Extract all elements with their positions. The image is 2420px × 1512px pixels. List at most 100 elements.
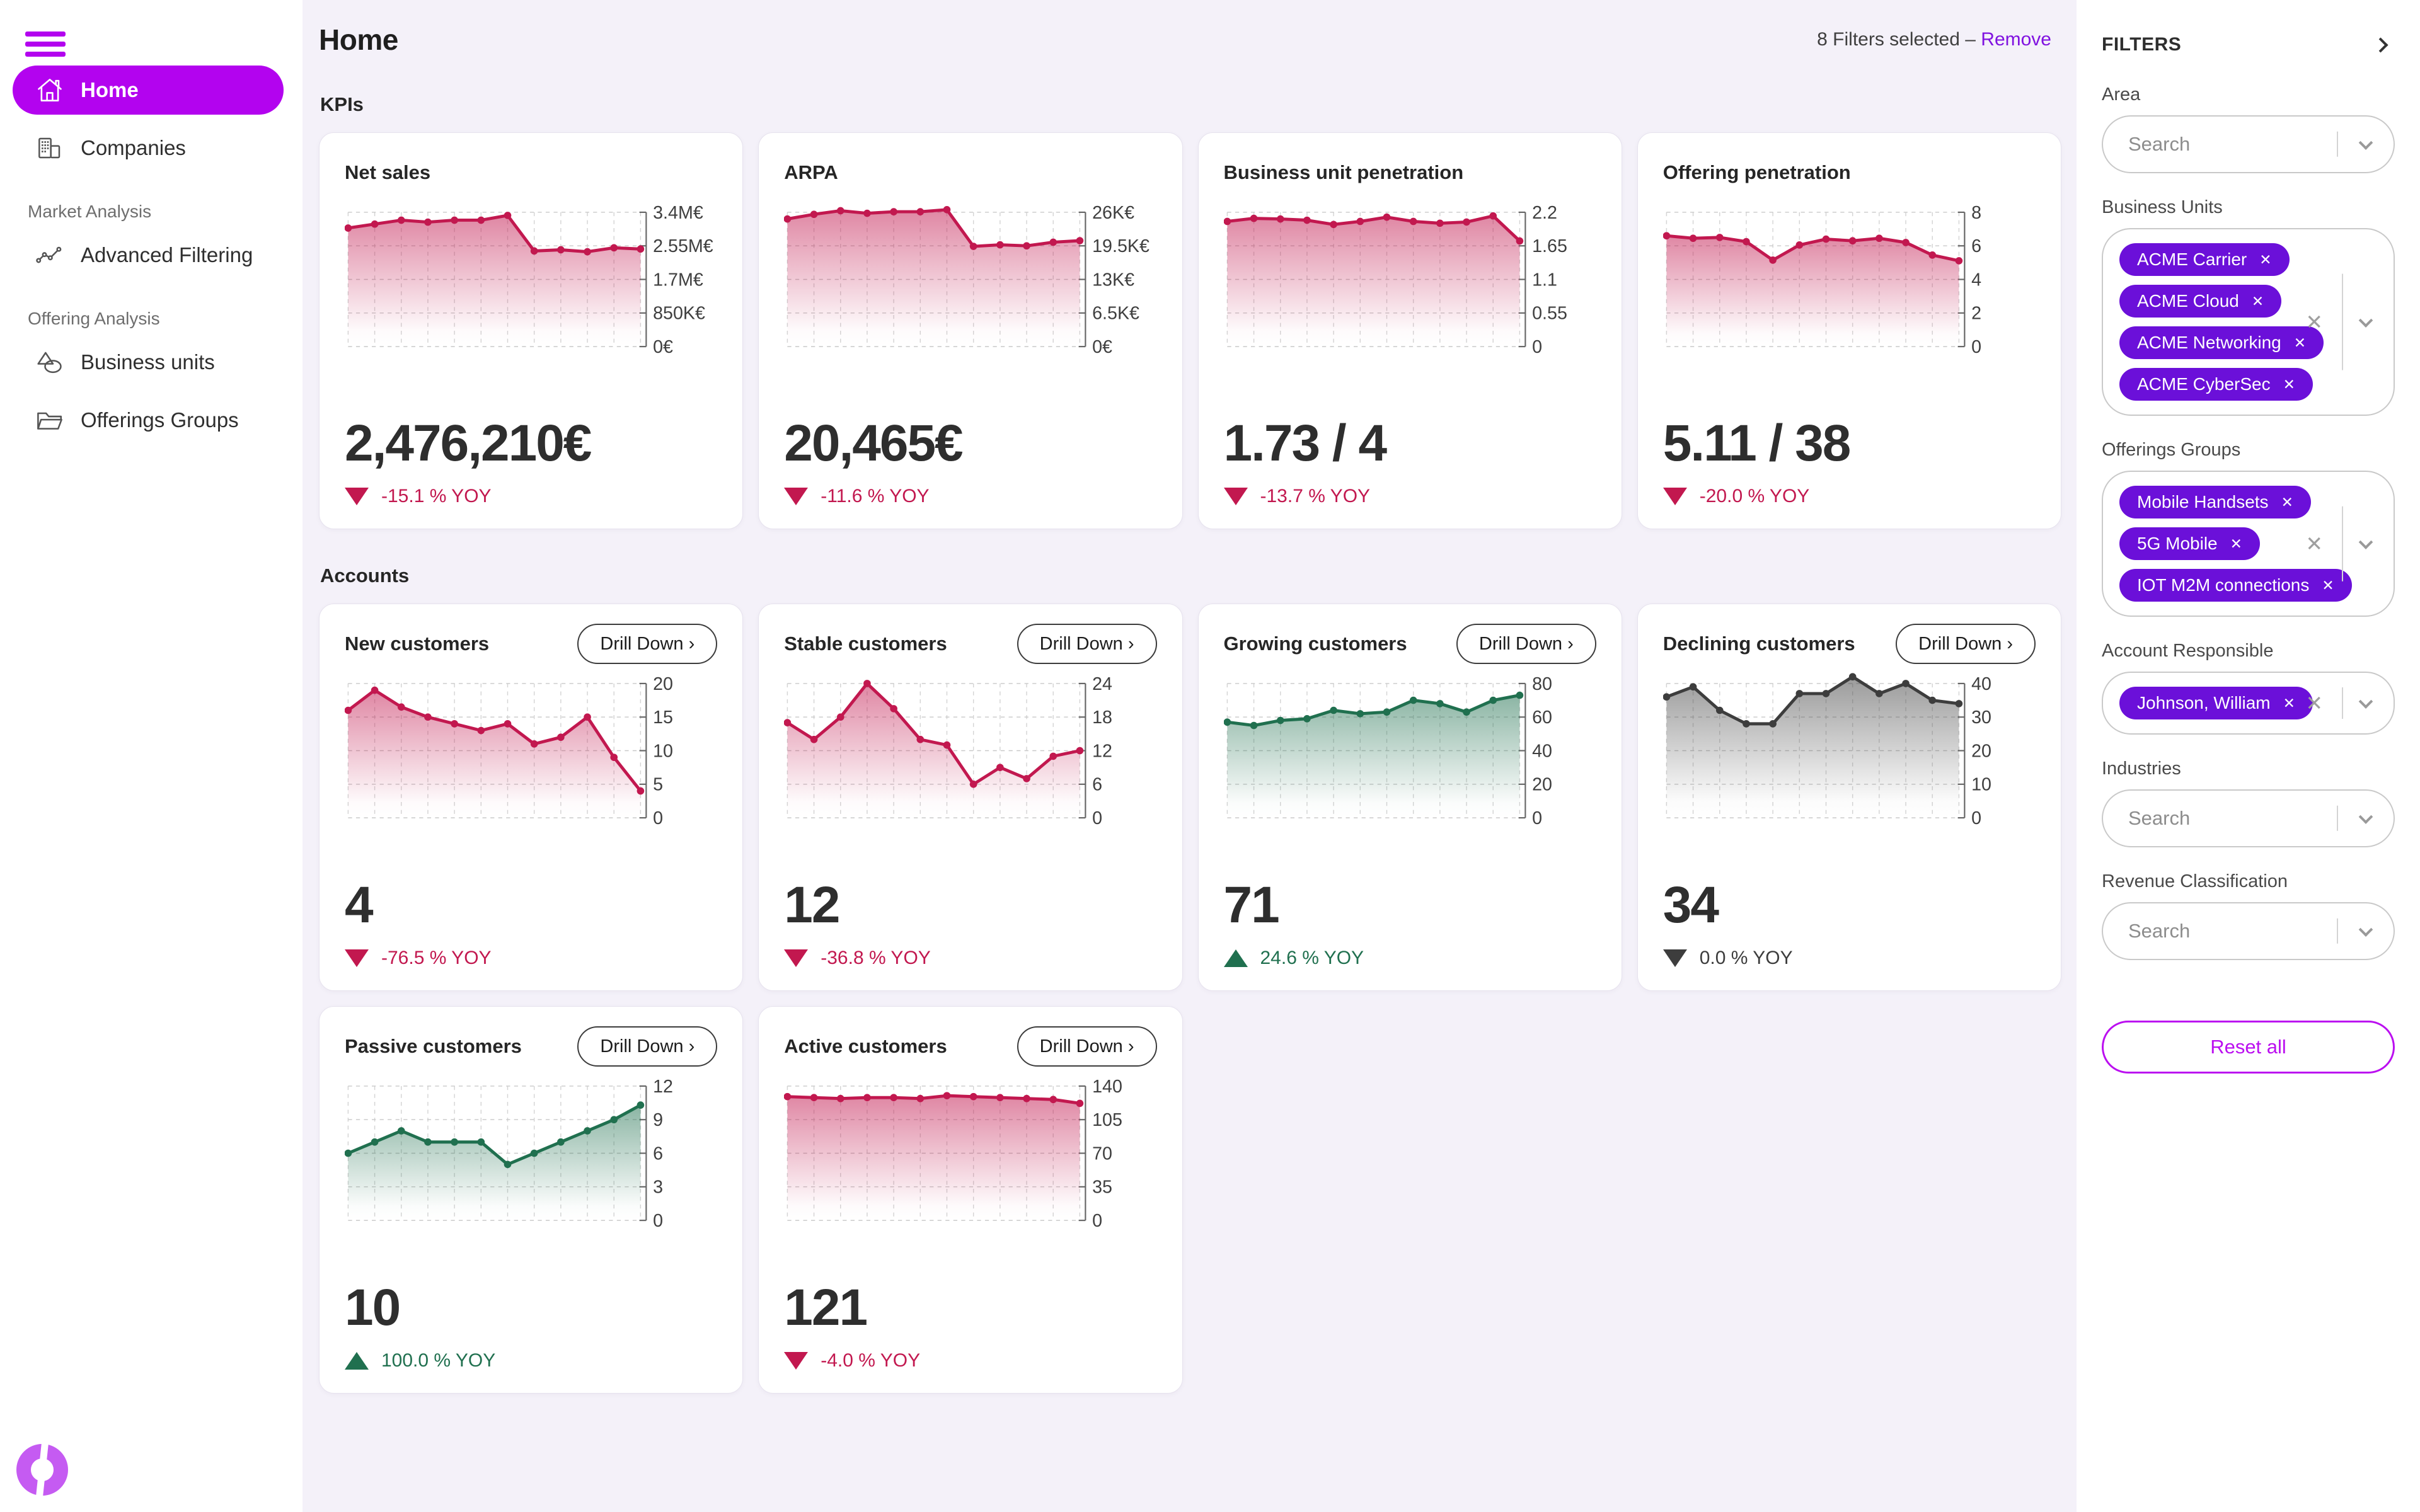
filter-label: Business Units xyxy=(2102,197,2223,217)
kpi-chart: 80 60 40 20 0 xyxy=(1223,674,1552,828)
kpi-card-business-unit-penetration: Business unit penetration 2.2 1.65 1.1 0.55 0… xyxy=(1197,132,1622,529)
page-title: Home xyxy=(319,23,398,56)
divider xyxy=(2337,805,2338,832)
svg-text:105: 105 xyxy=(1092,1110,1122,1130)
kpi-value: 1.73 / 4 xyxy=(1223,415,1388,472)
sidebar-item-business-units[interactable]: Business units xyxy=(13,338,284,387)
sidebar-item-label: Advanced Filtering xyxy=(81,243,253,266)
filter-field-business-units: Business Units ACME Carrier ✕ ACME Cloud ✕ AC… xyxy=(2102,197,2395,416)
remove-chip-icon[interactable]: ✕ xyxy=(2283,375,2295,392)
remove-chip-icon[interactable]: ✕ xyxy=(2293,334,2307,351)
trend-down-icon xyxy=(784,488,809,505)
kpi-chart: 8 6 4 2 0 xyxy=(1662,203,1981,357)
svg-text:80: 80 xyxy=(1532,674,1552,694)
kpi-yoy: -11.6 % YOY xyxy=(784,486,1156,507)
svg-text:2: 2 xyxy=(1971,304,1981,324)
kpi-card-offering-penetration: Offering penetration 8 6 4 2 0 5.11 / 38 -20.0 … xyxy=(1637,132,2061,529)
sidebar-item-label: Home xyxy=(81,78,139,101)
sidebar-item-companies[interactable]: Companies xyxy=(13,123,284,173)
kpi-yoy: -13.7 % YOY xyxy=(1223,486,1596,507)
svg-text:12: 12 xyxy=(653,1077,673,1097)
multi-select[interactable]: Mobile Handsets ✕ 5G Mobile ✕ IOT M2M connec… xyxy=(2102,471,2395,617)
drill-down-button[interactable]: Drill Down › xyxy=(577,624,718,664)
sidebar-item-home[interactable]: Home xyxy=(13,66,284,115)
svg-text:20: 20 xyxy=(1532,775,1552,795)
kpi-value: 4 xyxy=(345,876,374,934)
multi-select[interactable]: Johnson, William ✕ ✕ xyxy=(2102,672,2395,735)
svg-text:0: 0 xyxy=(653,1211,663,1231)
accounts-section-heading: Accounts xyxy=(320,564,410,587)
drill-down-button[interactable]: Drill Down › xyxy=(577,1026,718,1067)
kpi-card-net-sales: Net sales 3.4M€ 2.55M€ 1.7M€ 850K€ 0€ 2,476,21… xyxy=(319,132,744,529)
drill-down-button[interactable]: Drill Down › xyxy=(1456,624,1596,664)
svg-text:12: 12 xyxy=(1092,741,1112,761)
sidebar-section-market-analysis: Market Analysis xyxy=(28,202,152,221)
remove-chip-icon[interactable]: ✕ xyxy=(2283,694,2295,711)
kpi-chart: 26K€ 19.5K€ 13K€ 6.5K€ 0€ xyxy=(784,203,1150,357)
card-title: New customers xyxy=(345,633,490,655)
remove-chip-icon[interactable]: ✕ xyxy=(2322,576,2334,593)
drill-down-button[interactable]: Drill Down › xyxy=(1896,624,2036,664)
svg-text:35: 35 xyxy=(1092,1177,1112,1198)
filter-chip: ACME Cloud ✕ xyxy=(2119,285,2282,318)
card-title: Growing customers xyxy=(1223,633,1407,655)
sidebar-item-offerings-groups[interactable]: Offerings Groups xyxy=(13,396,284,445)
kpi-yoy: -4.0 % YOY xyxy=(784,1350,1156,1372)
remove-chip-icon[interactable]: ✕ xyxy=(2230,535,2242,552)
area-search-input[interactable] xyxy=(2103,117,2394,172)
kpi-card-new-customers: New customers Drill Down › 20 15 10 5 0 4 -76.5 … xyxy=(319,604,744,991)
revenue-classification-search-input[interactable] xyxy=(2103,903,2394,959)
clear-selection-icon[interactable]: ✕ xyxy=(2305,532,2323,556)
remove-chip-icon[interactable]: ✕ xyxy=(2281,493,2293,510)
svg-text:0.55: 0.55 xyxy=(1532,304,1567,324)
filter-chip: ACME Networking ✕ xyxy=(2119,326,2324,359)
divider xyxy=(2337,131,2338,158)
collapse-panel-chevron-icon[interactable] xyxy=(2373,37,2388,53)
sidebar-item-advanced-filtering[interactable]: Advanced Filtering xyxy=(13,231,284,280)
remove-chip-icon[interactable]: ✕ xyxy=(2251,292,2264,309)
filter-chip: IOT M2M connections ✕ xyxy=(2119,569,2352,602)
filter-chip: ACME Carrier ✕ xyxy=(2119,243,2290,276)
industries-search-input[interactable] xyxy=(2103,791,2394,846)
trend-up-icon xyxy=(1223,949,1248,967)
svg-text:0: 0 xyxy=(1092,1211,1102,1231)
main-content: Home 8 Filters selected – Remove KPIs Ne… xyxy=(302,0,2077,1512)
clear-selection-icon[interactable]: ✕ xyxy=(2305,310,2323,334)
filter-field-revenue-classification: Revenue Classification xyxy=(2102,871,2395,960)
filters-selected-status: 8 Filters selected – Remove xyxy=(1817,29,2051,50)
svg-text:8: 8 xyxy=(1971,203,1981,223)
clear-selection-icon[interactable]: ✕ xyxy=(2305,691,2323,715)
remove-chip-icon[interactable]: ✕ xyxy=(2259,251,2272,268)
svg-text:15: 15 xyxy=(653,707,673,728)
svg-text:40: 40 xyxy=(1532,741,1552,761)
svg-text:140: 140 xyxy=(1092,1077,1122,1097)
svg-text:6: 6 xyxy=(653,1143,663,1164)
shapes-icon xyxy=(35,349,64,375)
kpi-card-active-customers: Active customers Drill Down › 140 105 70 35 0 1… xyxy=(758,1006,1183,1394)
trend-up-icon xyxy=(345,1352,369,1370)
reset-all-button[interactable]: Reset all xyxy=(2102,1021,2395,1074)
multi-select[interactable]: ACME Carrier ✕ ACME Cloud ✕ ACME Networking ✕… xyxy=(2102,228,2395,416)
filter-chip: Johnson, William ✕ xyxy=(2119,687,2313,719)
kpi-yoy: -20.0 % YOY xyxy=(1662,486,2036,507)
filter-field-area: Area xyxy=(2102,84,2395,173)
drill-down-button[interactable]: Drill Down › xyxy=(1017,1026,1157,1067)
kpi-chart: 20 15 10 5 0 xyxy=(345,674,673,828)
filter-chip: Mobile Handsets ✕ xyxy=(2119,486,2311,518)
svg-text:10: 10 xyxy=(653,741,673,761)
kpi-chart: 12 9 6 3 0 xyxy=(345,1077,673,1231)
card-title: ARPA xyxy=(784,161,838,183)
accounts-cards-row: New customers Drill Down › 20 15 10 5 0 4 -76.5 … xyxy=(319,604,2061,991)
chevron-down-icon[interactable] xyxy=(2358,694,2373,709)
svg-text:19.5K€: 19.5K€ xyxy=(1092,236,1150,256)
remove-filters-link[interactable]: Remove xyxy=(1981,29,2051,50)
svg-text:6: 6 xyxy=(1092,775,1102,795)
chevron-down-icon[interactable] xyxy=(2358,313,2373,328)
menu-icon[interactable] xyxy=(25,32,66,57)
chevron-down-icon[interactable] xyxy=(2358,535,2373,549)
drill-down-button[interactable]: Drill Down › xyxy=(1017,624,1157,664)
kpi-value: 10 xyxy=(345,1279,401,1336)
line-chart-icon xyxy=(35,242,64,268)
kpi-yoy: 100.0 % YOY xyxy=(345,1350,717,1372)
